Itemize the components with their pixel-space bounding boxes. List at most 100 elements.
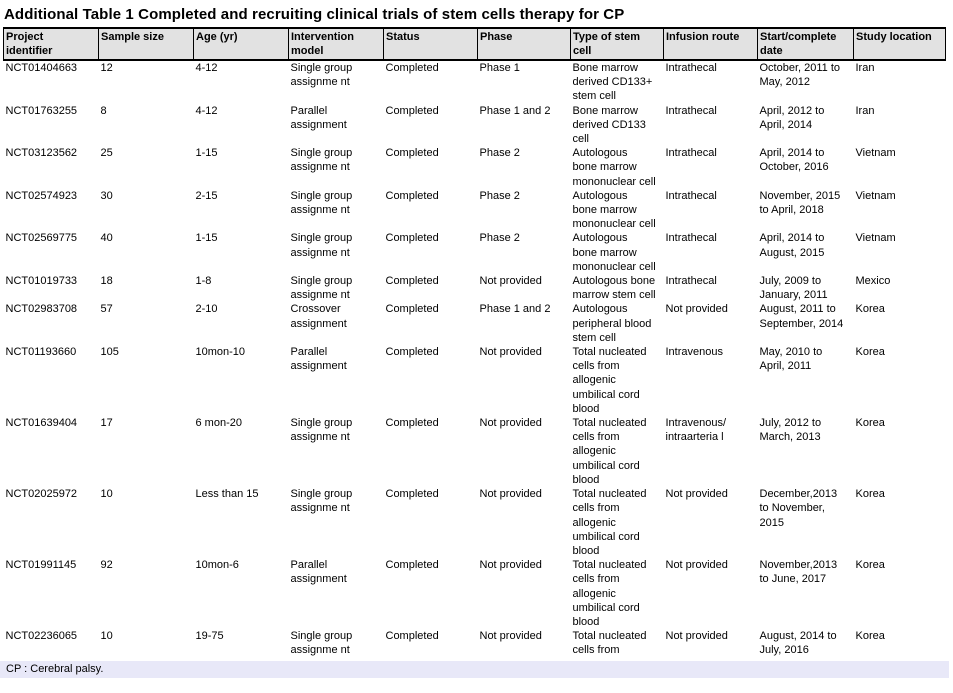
table-cell: Completed bbox=[385, 275, 439, 288]
table-cell: Not provided bbox=[479, 630, 542, 643]
column-header: Sample size bbox=[98, 27, 194, 61]
table-cell: Intrathecal bbox=[665, 189, 717, 202]
table-cell: July, 2009 to January, 2011 bbox=[759, 275, 828, 302]
table-cell: Phase 1 and 2 bbox=[479, 104, 551, 117]
table-cell: Intrathecal bbox=[665, 232, 717, 245]
table-body: NCT01404663 12 4-12 Single group assignme n… bbox=[4, 60, 946, 658]
table-cell: April, 2014 to August, 2015 bbox=[759, 232, 825, 259]
table-row: NCT02569775 40 1-15 Single group assignme n… bbox=[4, 231, 946, 274]
table-cell: Korea bbox=[855, 488, 885, 501]
table-cell: Completed bbox=[385, 232, 439, 245]
table-cell: 19-75 bbox=[195, 630, 224, 643]
table-cell: July, 2012 to March, 2013 bbox=[759, 417, 822, 444]
table-cell: Total nucleated cells from allogenic umb… bbox=[572, 417, 647, 486]
table-cell: Bone marrow derived CD133 cell bbox=[572, 104, 646, 146]
table-cell: 1-8 bbox=[195, 275, 212, 288]
table-cell: Phase 2 bbox=[479, 232, 520, 245]
table-cell: Vietnam bbox=[855, 147, 896, 160]
table-cell: Total nucleated cells from allogenic umb… bbox=[572, 488, 647, 557]
table-cell: Intrathecal bbox=[665, 275, 717, 288]
table-cell: Autologous bone marrow mononuclear cell bbox=[572, 189, 656, 231]
table-cell: November, 2015 to April, 2018 bbox=[759, 189, 841, 217]
table-cell: Autologous bone marrow mononuclear cell bbox=[572, 232, 656, 273]
table-cell: Parallel assignment bbox=[290, 346, 347, 373]
table-header-row: Project identifier Sample size Age (yr) Int… bbox=[3, 27, 946, 61]
table-cell: Single group assignme nt bbox=[290, 147, 353, 174]
table-cell: 10 bbox=[100, 488, 113, 501]
table-cell: Intravenous bbox=[665, 346, 723, 359]
table-row: NCT01991145 92 10mon-6 Parallel assignment C… bbox=[4, 558, 946, 629]
table-cell: Vietnam bbox=[855, 189, 896, 202]
table-cell: Single group assignme nt bbox=[290, 232, 353, 259]
table-cell: August, 2011 to September, 2014 bbox=[759, 303, 844, 330]
table-cell: Not provided bbox=[479, 417, 542, 430]
table-cell: Phase 1 bbox=[479, 62, 520, 74]
column-header: Age (yr) bbox=[193, 27, 289, 61]
table-cell: Autologous bone marrow mononuclear cell bbox=[572, 147, 656, 188]
table-cell: 25 bbox=[100, 147, 113, 160]
table-cell: Completed bbox=[385, 189, 439, 202]
column-header: Project identifier bbox=[3, 27, 99, 61]
table-cell: November,2013 to June, 2017 bbox=[759, 559, 838, 586]
table-cell: Completed bbox=[385, 417, 439, 430]
table-cell: 2-15 bbox=[195, 189, 218, 202]
table-cell: Completed bbox=[385, 303, 439, 316]
table-cell: December,2013 to November, 2015 bbox=[759, 488, 838, 529]
table-cell: 92 bbox=[100, 559, 113, 572]
column-header: Infusion route bbox=[663, 27, 758, 61]
table-row: NCT02574923 30 2-15 Single group assignme n… bbox=[4, 189, 946, 232]
table-cell: Intravenous/ intraarteria l bbox=[665, 417, 727, 444]
table-cell: August, 2014 to July, 2016 bbox=[759, 630, 837, 657]
table-cell: NCT01639404 bbox=[5, 417, 78, 430]
table-cell: Single group assignme nt bbox=[290, 275, 353, 302]
table-cell: 2-10 bbox=[195, 303, 218, 316]
table-cell: Less than 15 bbox=[195, 488, 259, 501]
table-cell: NCT01193660 bbox=[5, 346, 77, 359]
table-cell: Completed bbox=[385, 630, 439, 643]
table-cell: Korea bbox=[855, 559, 885, 572]
table-cell: Not provided bbox=[479, 559, 542, 572]
column-header: Intervention model bbox=[288, 27, 384, 61]
table-cell: Korea bbox=[855, 303, 885, 316]
column-header: Study location bbox=[853, 27, 946, 61]
table-cell: NCT02569775 bbox=[5, 232, 78, 245]
table-cell: October, 2011 to May, 2012 bbox=[759, 62, 841, 89]
table-cell: NCT03123562 bbox=[5, 147, 78, 160]
table-cell: 17 bbox=[100, 417, 113, 430]
table-cell: NCT02025972 bbox=[5, 488, 78, 501]
table-cell: 4-12 bbox=[195, 104, 218, 117]
table-cell: 12 bbox=[100, 62, 113, 74]
table-cell: Not provided bbox=[665, 488, 728, 501]
table-cell: Completed bbox=[385, 104, 439, 117]
table-cell: Mexico bbox=[855, 275, 891, 288]
table-title: Additional Table 1 Completed and recruit… bbox=[4, 6, 625, 23]
table-cell: 1-15 bbox=[195, 147, 218, 160]
table-cell: Not provided bbox=[479, 346, 542, 359]
table-cell: Parallel assignment bbox=[290, 104, 347, 131]
table-cell: 10mon-6 bbox=[195, 559, 239, 572]
table-cell: 10mon-10 bbox=[195, 346, 246, 359]
table-cell: 8 bbox=[100, 104, 107, 117]
table-cell: Single group assignme nt bbox=[290, 62, 353, 89]
table-cell: 105 bbox=[100, 346, 119, 359]
table-cell: Not provided bbox=[479, 275, 542, 288]
table-cell: Phase 1 and 2 bbox=[479, 303, 551, 316]
table-cell: Completed bbox=[385, 147, 439, 160]
table-cell: Intrathecal bbox=[665, 62, 717, 74]
table-cell: Single group assignme nt bbox=[290, 630, 353, 657]
table-cell: 30 bbox=[100, 189, 113, 202]
table-cell: NCT01019733 bbox=[5, 275, 78, 288]
table-row: NCT01763255 8 4-12 Parallel assignment Compl… bbox=[4, 104, 946, 147]
table-cell: NCT02236065 bbox=[5, 630, 78, 643]
table-cell: NCT02983708 bbox=[5, 303, 78, 316]
table-cell: Bone marrow derived CD133+ stem cell bbox=[572, 62, 653, 103]
table-row: NCT01404663 12 4-12 Single group assignme n… bbox=[4, 60, 946, 104]
table-cell: Korea bbox=[855, 630, 885, 643]
table-cell: 6 mon-20 bbox=[195, 417, 242, 430]
table-cell: Completed bbox=[385, 559, 439, 572]
table-cell: NCT01991145 bbox=[5, 559, 77, 572]
table-cell: Not provided bbox=[665, 303, 728, 316]
table-cell: Completed bbox=[385, 62, 439, 74]
table-cell: Iran bbox=[855, 104, 875, 117]
